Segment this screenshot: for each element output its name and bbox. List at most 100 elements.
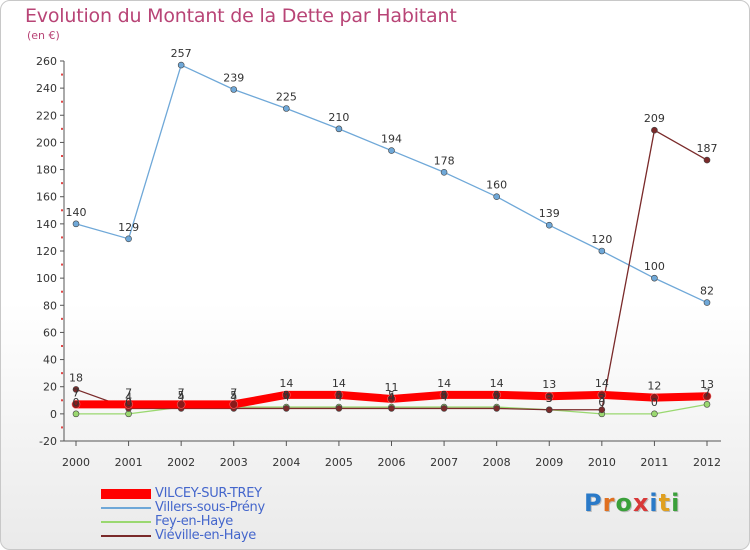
data-label: 140 [66, 206, 87, 219]
x-tick-label: 2007 [430, 456, 458, 469]
legend-label: Villers-sous-Prény [155, 500, 265, 515]
x-tick-label: 2004 [272, 456, 300, 469]
data-point [492, 390, 501, 400]
series-lines [71, 61, 712, 418]
x-tick-label: 2003 [220, 456, 248, 469]
data-label: 14 [332, 377, 346, 390]
data-point [125, 235, 132, 243]
data-label: 5 [388, 389, 395, 402]
chart-unit: (en €) [27, 29, 60, 42]
data-label: 5 [335, 389, 342, 402]
data-label: 13 [700, 378, 714, 391]
data-point [283, 405, 290, 412]
data-label: 210 [328, 111, 349, 124]
data-label: 14 [595, 377, 609, 390]
data-label: 5 [493, 389, 500, 402]
data-label: 5 [230, 389, 237, 402]
data-point [440, 405, 448, 412]
data-label: 4 [283, 390, 290, 403]
data-label: 225 [276, 91, 297, 104]
data-point [282, 390, 291, 400]
data-label: 4 [230, 390, 237, 403]
data-point [702, 391, 712, 401]
data-label: 3 [546, 392, 553, 405]
data-label: 4 [335, 390, 342, 403]
proxiti-logo: Proxiti [584, 489, 680, 517]
data-label: 239 [223, 72, 244, 85]
series-line [75, 64, 708, 304]
series-line [75, 129, 708, 411]
data-label: 0 [73, 396, 80, 409]
legend-swatch [101, 521, 151, 523]
data-point [387, 394, 396, 404]
logo-letter: x [632, 489, 650, 517]
data-point [650, 393, 659, 402]
data-point [598, 247, 606, 255]
legend-swatch [101, 535, 151, 537]
data-label: 18 [69, 371, 83, 384]
y-tick-label: 240 [36, 82, 57, 95]
logo-letter: i [649, 489, 659, 517]
y-minor-tick [61, 100, 63, 103]
data-label: 209 [644, 112, 665, 125]
y-minor-tick [61, 209, 63, 212]
logo-letter: o [615, 489, 633, 517]
data-label: 14 [437, 377, 451, 390]
data-label: 5 [283, 389, 290, 402]
chart-title: Evolution du Montant de la Dette par Hab… [25, 5, 457, 27]
data-point [544, 391, 554, 401]
x-tick-label: 2001 [115, 456, 143, 469]
data-label: 7 [704, 386, 711, 399]
data-label: 194 [381, 133, 402, 146]
data-point [230, 86, 238, 93]
data-point [597, 390, 607, 400]
logo-letter: P [584, 489, 603, 517]
legend-swatch [101, 507, 151, 509]
data-point [545, 406, 553, 414]
y-tick-label: 60 [43, 326, 57, 339]
y-tick-label: 20 [43, 381, 57, 394]
data-label: 178 [434, 154, 455, 167]
y-tick-label: 200 [36, 136, 57, 149]
data-label: 4 [125, 390, 132, 403]
x-tick-label: 2009 [535, 456, 563, 469]
data-label: 4 [493, 390, 500, 403]
y-tick-label: 40 [43, 354, 57, 367]
data-point [125, 410, 132, 418]
data-point [229, 400, 239, 409]
data-point [72, 410, 80, 418]
y-minor-tick [61, 290, 63, 293]
y-minor-tick [61, 127, 63, 130]
y-minor-tick [61, 236, 63, 239]
y-tick-label: 160 [36, 191, 57, 204]
y-minor-tick [61, 263, 63, 266]
data-label: 13 [542, 378, 556, 391]
y-minor-tick [61, 155, 63, 157]
logo-letter: t [658, 489, 672, 517]
data-point [703, 299, 711, 306]
x-tick-label: 2011 [640, 456, 668, 469]
data-label: 100 [644, 260, 665, 273]
data-label: 4 [441, 390, 448, 403]
data-label: 139 [539, 207, 560, 220]
data-point [335, 405, 343, 412]
y-minor-tick [61, 182, 63, 185]
y-minor-tick [61, 73, 63, 76]
y-minor-tick [61, 426, 63, 429]
data-label: 120 [591, 233, 612, 246]
y-minor-tick [61, 399, 63, 402]
x-tick-label: 2006 [378, 456, 406, 469]
data-point [703, 401, 711, 408]
data-label: 0 [651, 396, 658, 409]
data-point [177, 61, 185, 69]
data-label: 82 [700, 285, 714, 298]
y-tick-label: 260 [36, 55, 57, 68]
data-point [651, 410, 658, 418]
legend-label: VILCEY-SUR-TREY [155, 486, 262, 501]
data-point [493, 193, 500, 201]
logo-letter: r [602, 489, 616, 517]
x-tick-label: 2012 [693, 456, 721, 469]
data-point [72, 220, 80, 228]
